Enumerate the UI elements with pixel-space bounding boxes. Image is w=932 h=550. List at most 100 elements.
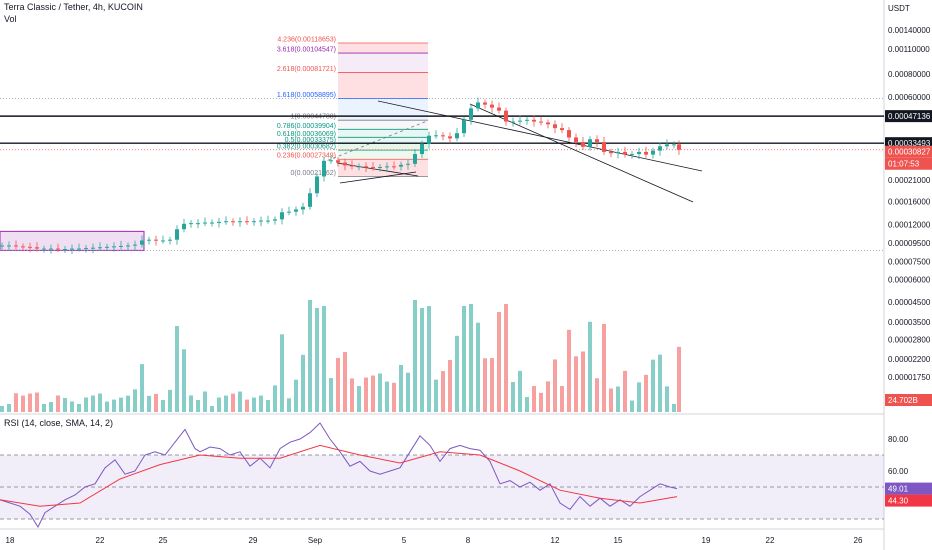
price-tick-label: 0.00002800 bbox=[888, 336, 931, 345]
volume-bar bbox=[651, 359, 655, 412]
candle-body bbox=[84, 248, 88, 250]
volume-bar bbox=[560, 385, 564, 412]
candle-body bbox=[119, 245, 123, 247]
volume-bar bbox=[616, 386, 620, 412]
channel-upper-line bbox=[377, 100, 703, 172]
volume-bar bbox=[448, 360, 452, 412]
volume-bar bbox=[245, 399, 249, 412]
candle-body bbox=[343, 162, 347, 166]
volume-bar bbox=[203, 391, 207, 412]
candle-body bbox=[560, 128, 564, 131]
candle-body bbox=[651, 150, 655, 155]
rsi-tick-label: 80.00 bbox=[888, 435, 909, 444]
volume-value-label: 24.702B bbox=[888, 396, 918, 405]
volume-bar bbox=[595, 378, 599, 412]
fib-zone bbox=[338, 98, 428, 121]
volume-bar bbox=[231, 393, 235, 412]
chart-title: Terra Classic / Tether, 4h, KUCOIN bbox=[4, 2, 143, 12]
price-label-bg bbox=[885, 145, 932, 158]
candle-body bbox=[497, 107, 501, 111]
volume-bar bbox=[98, 393, 102, 412]
fib-level-label: 0.236(0.00027349) bbox=[277, 153, 336, 160]
volume-bar bbox=[476, 322, 480, 412]
volume-bar bbox=[665, 386, 669, 412]
fib-level-label: 0.5(0.00033375) bbox=[285, 137, 336, 144]
price-tick-label: 0.00012000 bbox=[888, 220, 931, 229]
time-tick-label: Sep bbox=[308, 536, 323, 545]
volume-bar bbox=[56, 395, 60, 412]
candle-body bbox=[196, 223, 200, 225]
volume-bar bbox=[308, 300, 312, 412]
candle-body bbox=[189, 223, 193, 225]
price-tick-label: 0.00009500 bbox=[888, 239, 931, 248]
volume-bar bbox=[385, 381, 389, 412]
volume-bar bbox=[133, 389, 137, 412]
volume-bar bbox=[462, 306, 466, 412]
volume-bar bbox=[287, 398, 291, 412]
candle-body bbox=[294, 209, 298, 212]
price-tick-label: 0.00002200 bbox=[888, 355, 931, 364]
fib-trend-line bbox=[321, 120, 429, 163]
candle-body bbox=[35, 247, 39, 249]
volume-value-label-bg bbox=[885, 394, 932, 406]
volume-bar bbox=[196, 400, 200, 412]
rsi-ma-line bbox=[0, 444, 678, 507]
candle-body bbox=[182, 223, 186, 230]
volume-bar bbox=[70, 401, 74, 412]
time-tick-label: 26 bbox=[854, 536, 863, 545]
candle-body bbox=[308, 193, 312, 207]
price-tick-label: 0.00003500 bbox=[888, 318, 931, 327]
candle-body bbox=[49, 248, 53, 250]
volume-bar bbox=[567, 329, 571, 412]
time-tick-label: 15 bbox=[614, 536, 623, 545]
candle-body bbox=[266, 220, 270, 222]
candle-body bbox=[490, 104, 494, 108]
price-tick-label: 0.00060000 bbox=[888, 93, 931, 102]
candle-body bbox=[518, 120, 522, 122]
volume-bar bbox=[49, 402, 53, 412]
candle-body bbox=[658, 146, 662, 151]
candle-body bbox=[602, 141, 606, 152]
time-tick-label: 25 bbox=[159, 536, 168, 545]
volume-bar bbox=[427, 306, 431, 412]
volume-bar bbox=[280, 334, 284, 412]
candle-body bbox=[476, 102, 480, 109]
fib-level-label: 3.618(0.00104547) bbox=[277, 47, 336, 54]
candle-body bbox=[42, 248, 46, 250]
price-tick-label: 0.00004500 bbox=[888, 298, 931, 307]
candle-body bbox=[161, 240, 165, 242]
price-tick-label: 0.00016000 bbox=[888, 198, 931, 207]
volume-bar bbox=[294, 379, 298, 412]
candle-body bbox=[630, 154, 634, 156]
candle-body bbox=[28, 246, 32, 248]
candle-body bbox=[133, 244, 137, 246]
candle-body bbox=[224, 221, 228, 223]
candle-body bbox=[140, 240, 144, 245]
candle-body bbox=[455, 133, 459, 139]
candle-body bbox=[357, 166, 361, 168]
volume-bar bbox=[168, 389, 172, 412]
candle-body bbox=[273, 219, 277, 221]
fib-zone bbox=[338, 143, 428, 151]
time-tick-label: 22 bbox=[96, 536, 105, 545]
rsi-tick-label: 60.00 bbox=[888, 467, 909, 476]
time-tick-label: 8 bbox=[466, 536, 471, 545]
volume-bar bbox=[350, 378, 354, 412]
candle-body bbox=[21, 246, 25, 248]
time-tick-label: 12 bbox=[551, 536, 560, 545]
volume-bar bbox=[182, 349, 186, 412]
candle-body bbox=[287, 211, 291, 213]
candle-body bbox=[231, 221, 235, 223]
volume-bar bbox=[525, 397, 529, 412]
volume-bar bbox=[637, 382, 641, 412]
candle-body bbox=[63, 249, 67, 251]
currency-label: USDT bbox=[888, 4, 910, 13]
volume-bar bbox=[357, 386, 361, 412]
fib-level-label: 0.382(0.00030682) bbox=[277, 144, 336, 151]
volume-bar bbox=[504, 304, 508, 412]
price-tick-label: 0.00001750 bbox=[888, 373, 931, 382]
fib-zone bbox=[338, 129, 428, 138]
volume-bar bbox=[42, 404, 46, 412]
candle-body bbox=[203, 222, 207, 224]
